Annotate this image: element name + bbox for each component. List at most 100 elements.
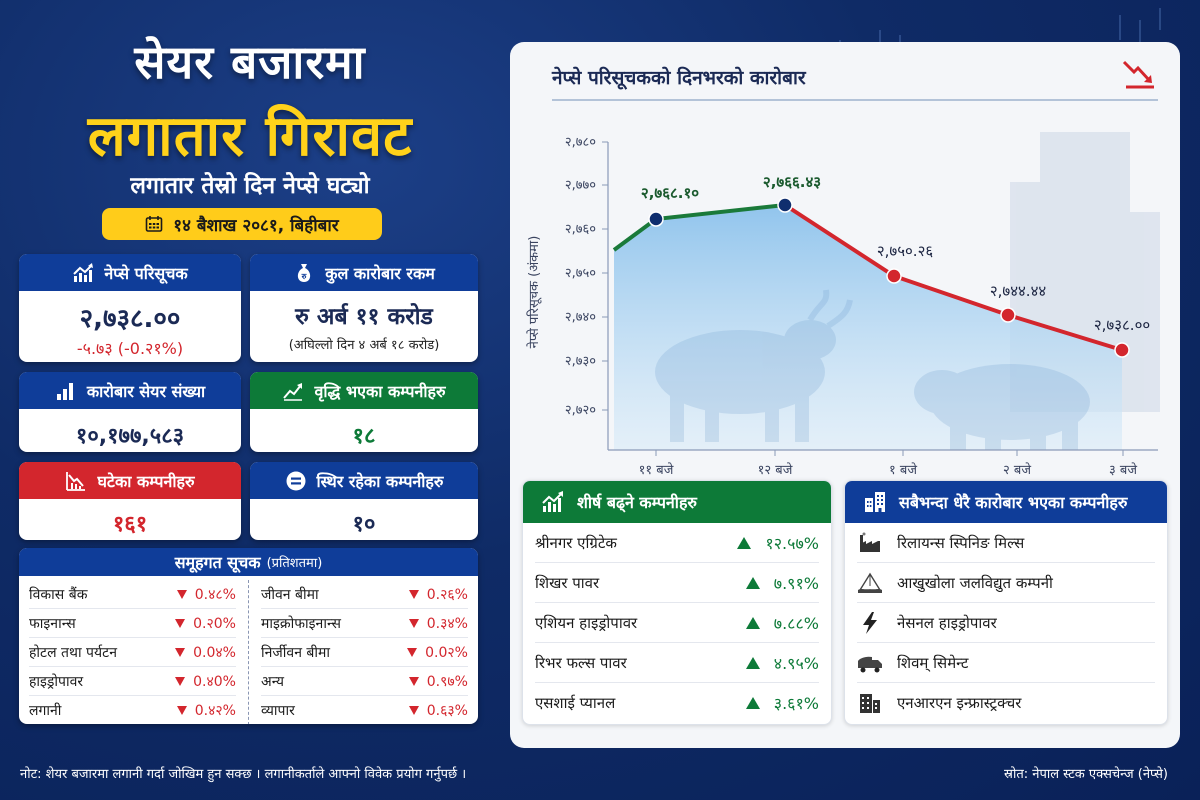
nepse-intraday-line-chart: २,७८० २,७७० २,७६० २,७५० २,७४० २,७३० २,७२… [526, 132, 1160, 478]
gainer-row: एशियन हाइड्रोपावर ७.८८% [535, 603, 819, 643]
data-point-marker [1114, 342, 1130, 358]
gainer-change: ३.६१% [773, 694, 819, 713]
truck-icon [858, 656, 882, 672]
nepse-index-card: नेप्से परिसूचक २,७३८.०० -५.७३ (-0.२१%) [19, 254, 241, 362]
sector-name: फाइनान्स [29, 615, 76, 632]
top-gainers-title: शीर्ष बढ्ने कम्पनीहरु [577, 493, 698, 512]
shares-traded-card: कारोबार सेयर संख्या १०,१७७,५८३ [19, 372, 241, 452]
sector-name: निर्जीवन बीमा [261, 644, 331, 661]
sector-name: होटल तथा पर्यटन [29, 644, 117, 661]
shares-traded-card-header: कारोबार सेयर संख्या [19, 372, 241, 409]
y-tick-label: २,७८० [565, 135, 596, 150]
sector-row: हाइड्रोपावर 0.४0% [29, 667, 236, 696]
data-point-marker [777, 197, 793, 213]
x-tick-label: ११ बजे [639, 462, 674, 478]
down-arrow-icon [407, 647, 418, 657]
sector-name: हाइड्रोपावर [29, 673, 84, 690]
turnover-card: रु कुल कारोबार रकम रु अर्ब ११ करोड (अघिल… [250, 254, 478, 362]
trend-up-chart-icon [542, 491, 563, 512]
sector-column-right: जीवन बीमा 0.२६% माइक्रोफाइनान्स 0.३४% निर्… [249, 580, 468, 724]
declined-companies-card: घटेका कम्पनीहरु १६१ [19, 462, 241, 540]
sector-name: माइक्रोफाइनान्स [261, 615, 341, 632]
sector-name: विकास बैंक [29, 586, 88, 603]
data-point-label: २,७३८.०० [1094, 316, 1150, 334]
sector-index-header: समूहगत सूचक (प्रतिशतमा) [19, 548, 478, 576]
down-arrow-icon [408, 706, 419, 715]
sector-row: फाइनान्स 0.२0% [29, 609, 236, 638]
sector-change: 0.३४% [426, 615, 468, 632]
sector-name: लगानी [29, 703, 62, 719]
factory-icon [860, 532, 880, 552]
data-point-marker [648, 211, 664, 227]
disclaimer-note: नोट: शेयर बजारमा लगानी गर्दा जोखिम हुन स… [20, 767, 467, 782]
y-tick-label: २,७३० [565, 354, 596, 369]
gainer-change: १२.५७% [765, 533, 819, 553]
subheadline: लगातार तेस्रो दिन नेप्से घट्यो [130, 173, 370, 199]
sector-change: 0.0२% [425, 644, 468, 661]
up-arrow-icon [745, 697, 760, 709]
sector-index-title: समूहगत सूचक [174, 553, 261, 572]
unchanged-companies-card: स्थिर रहेका कम्पनीहरु १० [250, 462, 478, 540]
gainer-row: एसशाई प्यानल ३.६१% [535, 683, 819, 723]
y-tick-label: २,७६० [565, 222, 596, 237]
unchanged-companies-value: १० [352, 512, 376, 537]
nepse-index-label: नेप्से परिसूचक [104, 263, 188, 283]
trend-down-icon [1122, 60, 1154, 89]
sector-name: व्यापार [261, 703, 295, 719]
svg-text:रु: रु [301, 272, 308, 281]
chart-area-fill [614, 205, 1122, 450]
data-point-label: २,७४४.४४ [990, 282, 1047, 300]
x-axis-ticks [655, 450, 1124, 456]
falling-segment-line [783, 203, 1123, 352]
data-point-marker [886, 268, 902, 284]
turnover-row: शिवम् सिमेन्ट [857, 643, 1155, 683]
advanced-companies-card-header: वृद्धि भएका कम्पनीहरु [250, 372, 478, 409]
x-tick-label: ३ बजे [1109, 462, 1137, 478]
x-tick-label: २ बजे [1003, 462, 1031, 478]
top-turnover-header: सबैभन्दा धेरै कारोबार भएका कम्पनीहरु [845, 481, 1167, 523]
down-arrow-icon [408, 676, 419, 686]
declined-companies-card-header: घटेका कम्पनीहरु [19, 462, 241, 499]
sector-name: जीवन बीमा [261, 586, 319, 603]
gainer-name: श्रीनगर एग्रिटेक [535, 533, 617, 552]
turnover-company-name: एनआरएन इन्फ्रास्ट्रक्चर [897, 694, 1022, 712]
declined-companies-value: १६१ [112, 512, 148, 537]
top-turnover-title: सबैभन्दा धेरै कारोबार भएका कम्पनीहरु [899, 493, 1128, 512]
data-point-label: २,७६८.१० [641, 184, 699, 202]
building-icon [865, 492, 885, 512]
y-tick-label: २,७४० [565, 310, 596, 325]
y-tick-label: २,७२० [565, 403, 596, 418]
sector-change: 0.२0% [193, 615, 236, 632]
gainer-name: एसशाई प्यानल [535, 694, 616, 712]
up-arrow-icon [745, 576, 760, 589]
unchanged-companies-label: स्थिर रहेका कम्पनीहरु [316, 471, 444, 491]
down-arrow-icon [175, 676, 186, 686]
turnover-row: नेसनल हाइड्रोपावर [857, 603, 1155, 643]
down-arrow-icon [408, 618, 419, 628]
sector-name: अन्य [261, 673, 284, 690]
trend-up-chart-icon [73, 262, 94, 282]
up-arrow-icon [745, 656, 760, 669]
hydro-dam-icon [858, 572, 882, 593]
headline-line-1: सेयर बजारमा [134, 35, 366, 89]
down-arrow-icon [408, 589, 419, 599]
sector-row: माइक्रोफाइनान्स 0.३४% [261, 609, 468, 638]
sector-change: 0.0४% [193, 644, 236, 661]
data-point-marker [1000, 307, 1016, 323]
up-arrow-icon [745, 616, 760, 629]
down-arrow-icon [176, 706, 187, 715]
down-arrow-icon [176, 589, 187, 599]
turnover-previous-note: (अघिल्लो दिन ४ अर्ब १८ करोड) [288, 338, 440, 353]
x-tick-label: १२ बजे [758, 462, 793, 478]
turnover-value: रु अर्ब ११ करोड [295, 304, 433, 330]
turnover-row: एनआरएन इन्फ्रास्ट्रक्चर [857, 683, 1155, 723]
sector-change: 0.९७% [426, 673, 468, 690]
data-point-label: २,७६६.४३ [763, 173, 821, 191]
y-tick-label: २,७७० [565, 178, 596, 193]
sector-row: जीवन बीमा 0.२६% [261, 580, 468, 609]
sector-index-unit: (प्रतिशतमा) [266, 556, 323, 571]
gainer-change: ७.९१% [773, 573, 819, 593]
advanced-companies-label: वृद्धि भएका कम्पनीहरु [314, 381, 446, 401]
gainer-name: रिभर फल्स पावर [535, 653, 627, 672]
chart-title-divider [552, 99, 1158, 101]
